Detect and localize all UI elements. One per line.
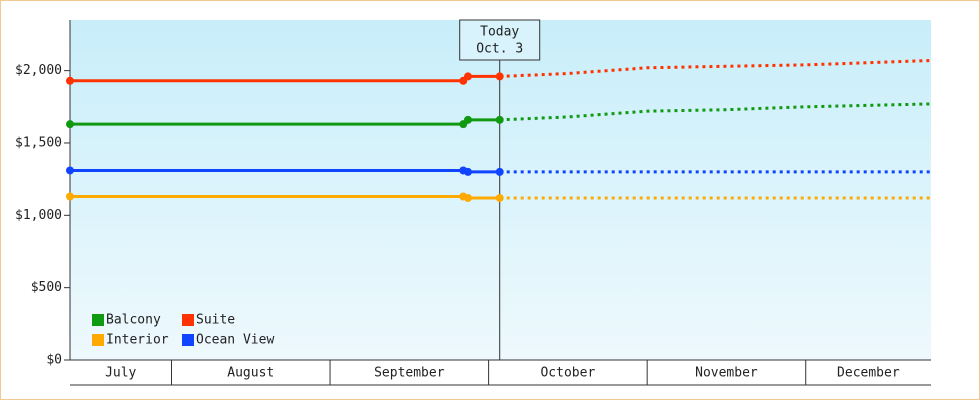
legend-label: Ocean View <box>196 333 274 348</box>
legend-label: Suite <box>196 313 235 328</box>
today-label: Oct. 3 <box>476 42 523 57</box>
point <box>66 76 74 85</box>
y-tick-label: $500 <box>31 280 62 295</box>
legend-swatch <box>92 334 104 346</box>
y-tick-label: $2,000 <box>15 63 62 78</box>
series-line <box>70 195 500 200</box>
legend-swatch <box>182 314 194 326</box>
point <box>66 166 74 175</box>
plot-area <box>70 20 931 360</box>
point <box>495 167 504 176</box>
y-tick-label: $0 <box>46 353 62 368</box>
legend-swatch <box>92 314 104 326</box>
today-label: Today <box>480 25 519 40</box>
series-forecast-line <box>499 102 932 122</box>
point <box>463 193 472 202</box>
y-tick-label: $1,000 <box>15 208 62 223</box>
y-tick-label: $1,500 <box>15 135 62 150</box>
point <box>495 115 504 124</box>
x-tick-label: November <box>695 366 758 381</box>
point <box>463 115 472 124</box>
x-tick-label: August <box>227 366 274 381</box>
today-box <box>459 19 541 61</box>
point <box>463 167 472 176</box>
legend-swatch <box>182 334 194 346</box>
x-tick-label: July <box>105 366 136 381</box>
series-forecast-line <box>499 59 932 78</box>
legend-label: Interior <box>106 333 169 348</box>
point <box>66 120 74 129</box>
series-line <box>70 168 500 174</box>
legend-label: Balcony <box>106 313 161 328</box>
point <box>66 192 74 201</box>
point <box>495 72 504 81</box>
x-tick-label: September <box>374 366 445 381</box>
x-tick-label: December <box>837 366 900 381</box>
point <box>495 193 504 202</box>
x-tick-label: October <box>540 366 595 381</box>
point <box>463 72 472 81</box>
